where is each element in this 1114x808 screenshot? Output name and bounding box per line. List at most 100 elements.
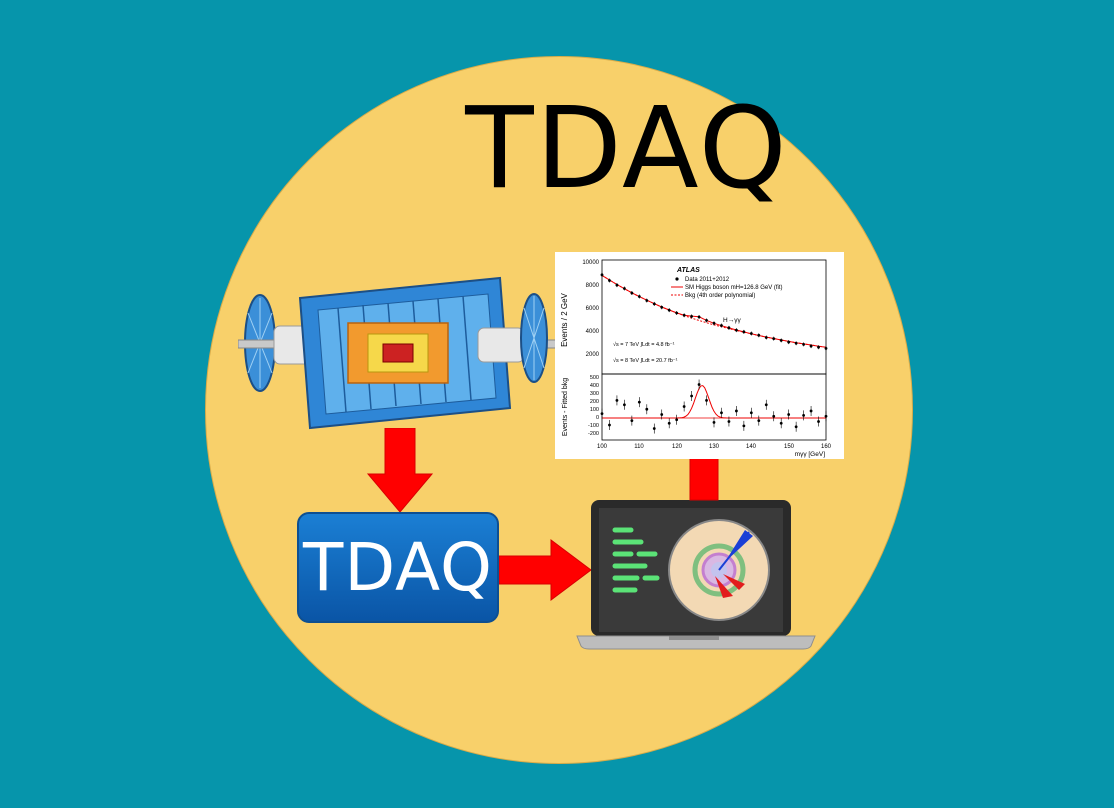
residual-point <box>764 403 768 407</box>
top-ytick: 10000 <box>582 260 599 266</box>
xticks: 100 110 120 130 140 150 160 <box>597 444 832 450</box>
data-point <box>779 338 783 342</box>
top-ylabel: Events / 2 GeV <box>560 292 569 346</box>
residual-point <box>645 407 649 411</box>
xtick: 130 <box>709 444 720 450</box>
bottom-ytick: 100 <box>590 407 599 413</box>
laptop-notch <box>669 636 719 640</box>
residual-point <box>600 412 604 415</box>
detector-icon <box>238 276 558 430</box>
lumi-7tev: √s = 7 TeV ∫Ldt = 4.8 fb⁻¹ <box>613 341 675 348</box>
data-point <box>749 332 753 335</box>
laptop-base <box>576 635 816 650</box>
plot-marks <box>600 272 828 434</box>
arrow-icon <box>499 539 592 601</box>
page-title-text: TDAQ <box>465 84 789 214</box>
xtick: 140 <box>746 444 757 450</box>
data-point <box>727 326 731 330</box>
tdaq-box: TDAQ <box>297 512 499 623</box>
bottom-ytick: 0 <box>596 415 599 421</box>
data-point <box>787 340 791 344</box>
data-point <box>802 342 805 346</box>
top-ytick: 4000 <box>586 329 600 335</box>
legend-entry-signal: SM Higgs boson mH=126.8 GeV (fit) <box>685 285 783 291</box>
residual-point <box>727 420 731 423</box>
code-lines <box>612 527 660 593</box>
residual-point <box>720 411 723 415</box>
data-point <box>667 308 671 312</box>
residual-point <box>705 399 708 402</box>
xtick: 120 <box>672 444 683 450</box>
top-ytick: 8000 <box>586 283 600 289</box>
channel-label: H→γγ <box>723 317 741 324</box>
residual-point <box>690 394 693 398</box>
bottom-ylabel: Events - Fitted bkg <box>562 378 569 436</box>
data-point <box>645 299 649 302</box>
residual-point <box>637 400 641 404</box>
xtick: 150 <box>784 444 795 450</box>
data-point <box>712 321 716 325</box>
residual-point <box>623 403 626 407</box>
residual-point <box>667 421 671 425</box>
data-point <box>824 346 828 350</box>
residual-point <box>675 418 679 422</box>
residual-point <box>660 413 664 416</box>
residual-point <box>615 399 619 402</box>
tdaq-box-label: TDAQ <box>303 529 493 606</box>
higgs-plot-svg: Events / 2 GeV Events - Fitted bkg 10000… <box>560 259 832 458</box>
data-point <box>705 319 708 322</box>
data-point <box>697 315 701 319</box>
data-point <box>772 337 776 341</box>
data-point <box>682 313 686 317</box>
legend-entry-data: Data 2011+2012 <box>685 277 730 283</box>
data-point <box>637 295 641 298</box>
data-point <box>742 330 746 334</box>
bottom-ytick: -200 <box>588 431 599 437</box>
residual-point <box>749 411 753 415</box>
residual-signal-curve <box>602 385 826 419</box>
bottom-ytick: 500 <box>590 375 599 381</box>
residual-point <box>787 413 791 416</box>
residual-point <box>794 425 798 429</box>
residual-point <box>652 427 656 430</box>
residual-point <box>772 414 776 418</box>
lumi-8tev: √s = 8 TeV ∫Ldt = 20.7 fb⁻¹ <box>613 357 678 364</box>
arrow-tdaq-to-laptop <box>499 539 592 601</box>
higgs-plot: Events / 2 GeV Events - Fitted bkg 10000… <box>555 252 844 459</box>
bottom-ytick: 200 <box>590 399 599 405</box>
tracker-core <box>382 343 414 363</box>
data-point <box>615 283 619 287</box>
xtick: 160 <box>821 444 832 450</box>
legend-data-marker <box>675 277 679 281</box>
data-point <box>630 291 634 295</box>
residual-point <box>742 424 746 428</box>
data-point <box>608 279 611 282</box>
laptop-icon <box>576 500 816 650</box>
bottom-ytick: -100 <box>588 423 599 429</box>
event-display-icon <box>668 519 770 621</box>
xtick: 100 <box>597 444 608 450</box>
bottom-ytick: 400 <box>590 383 599 389</box>
data-point <box>809 344 813 348</box>
residual-point <box>735 409 738 413</box>
top-yticks: 10000 8000 6000 4000 2000 <box>582 260 599 358</box>
residual-point <box>779 421 783 425</box>
residual-point <box>608 423 611 427</box>
residual-point <box>682 405 686 408</box>
page-title: TDAQ <box>0 87 1114 211</box>
data-point <box>660 305 664 309</box>
bottom-panel-frame <box>601 373 827 441</box>
data-point <box>675 311 679 315</box>
residual-point <box>757 419 761 423</box>
arrow-icon <box>366 428 434 513</box>
right-forward-cylinder <box>477 327 525 363</box>
data-point <box>817 345 820 349</box>
residual-point <box>697 383 701 386</box>
data-point <box>735 328 738 332</box>
residual-point <box>824 414 828 418</box>
residual-point <box>809 409 813 413</box>
data-point <box>757 333 761 337</box>
residual-point <box>802 413 805 417</box>
legend-entry-bkg: Bkg (4th order polynomial) <box>685 293 755 299</box>
data-point <box>623 287 626 290</box>
